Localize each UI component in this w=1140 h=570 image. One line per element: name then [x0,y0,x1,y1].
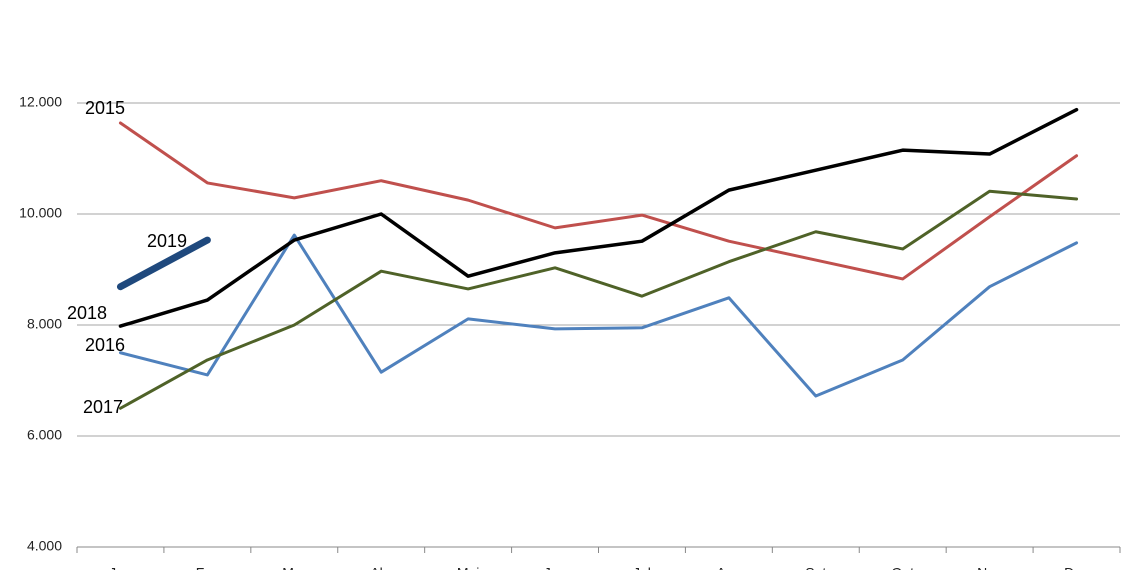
x-tick-label: Set [805,565,826,570]
x-tick-label: Jun [544,565,567,570]
series-line [118,189,1079,410]
series-label: 2015 [85,98,125,118]
x-tick-label: Fev [196,565,219,570]
series-line [118,233,1079,398]
series-line [118,121,1079,281]
series-line [116,236,211,291]
x-tick-label: Ago [716,565,741,570]
x-tick-label: Mai [457,565,480,570]
series-line [118,107,1079,328]
y-tick-label: 10.000 [19,205,62,221]
series-label: 2017 [83,397,123,417]
y-tick-label: 12.000 [19,94,62,110]
series-label: 2019 [147,231,187,251]
x-tick-label: Jan [109,565,132,570]
x-tick-label: Dez [1064,565,1089,570]
y-tick-label: 4.000 [27,538,62,554]
series-label: 2016 [85,335,125,355]
y-tick-label: 6.000 [27,427,62,443]
y-tick-label: 8.000 [27,316,62,332]
x-tick-label: Mar [282,565,306,570]
x-tick-label: Jul [633,565,651,570]
x-tick-label: Abr [370,565,392,570]
x-tick-label: Nov [977,565,1002,570]
series-label: 2018 [67,303,107,323]
x-tick-label: Out [891,565,914,570]
